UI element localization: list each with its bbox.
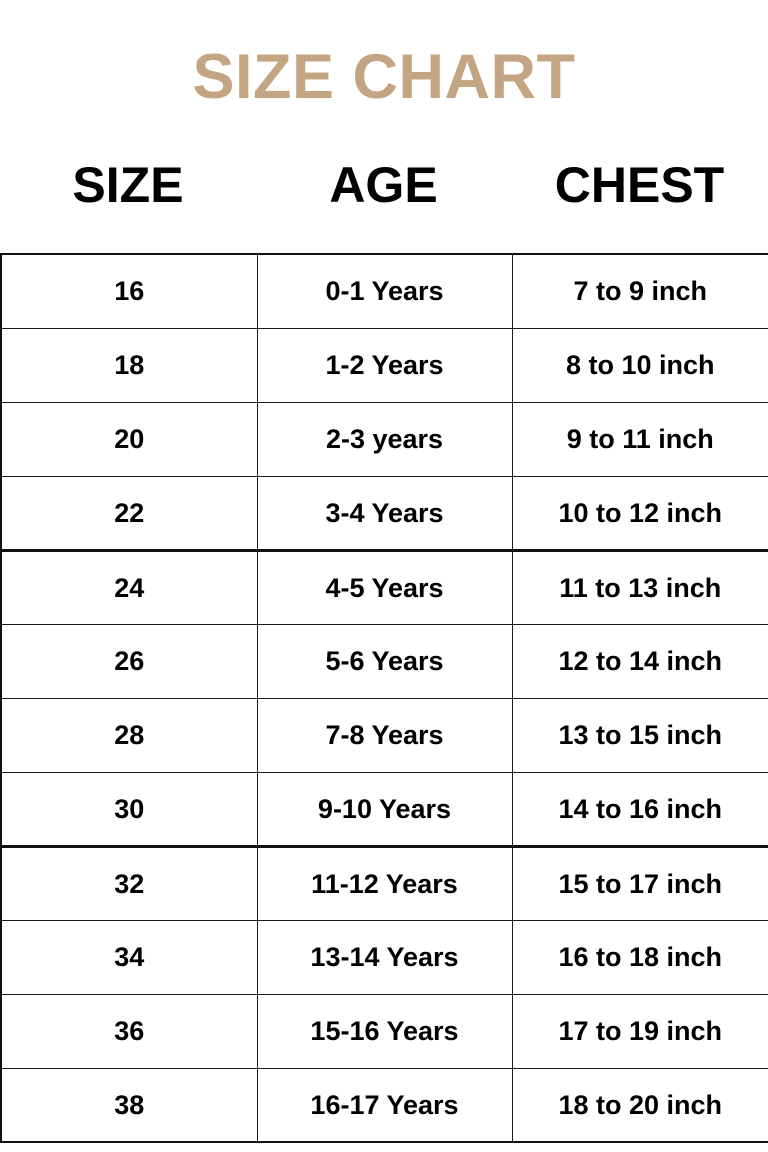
cell-age: 15-16 Years xyxy=(256,993,513,1069)
table-row: 24 4-5 Years 11 to 13 inch xyxy=(0,549,768,625)
cell-size: 22 xyxy=(0,475,258,552)
cell-size: 20 xyxy=(0,401,258,477)
cell-size: 16 xyxy=(0,253,258,329)
size-chart-table-body: 16 0-1 Years 7 to 9 inch 18 1-2 Years 8 to 10… xyxy=(0,253,768,1143)
cell-chest: 7 to 9 inch xyxy=(511,253,768,329)
table-row: 34 13-14 Years 16 to 18 inch xyxy=(0,919,768,995)
cell-size: 28 xyxy=(0,697,258,773)
cell-age: 3-4 Years xyxy=(256,475,513,552)
cell-size: 32 xyxy=(0,845,258,921)
table-row: 36 15-16 Years 17 to 19 inch xyxy=(0,993,768,1069)
cell-chest: 12 to 14 inch xyxy=(511,623,768,699)
cell-chest: 8 to 10 inch xyxy=(511,327,768,403)
cell-chest: 13 to 15 inch xyxy=(511,697,768,773)
table-row: 26 5-6 Years 12 to 14 inch xyxy=(0,623,768,699)
cell-size: 36 xyxy=(0,993,258,1069)
cell-chest: 16 to 18 inch xyxy=(511,919,768,995)
cell-age: 9-10 Years xyxy=(256,771,513,848)
cell-chest: 17 to 19 inch xyxy=(511,993,768,1069)
cell-chest: 10 to 12 inch xyxy=(511,475,768,552)
cell-age: 16-17 Years xyxy=(256,1067,513,1143)
cell-age: 13-14 Years xyxy=(256,919,513,995)
page-title: SIZE CHART xyxy=(192,42,576,112)
cell-chest: 15 to 17 inch xyxy=(511,845,768,921)
table-row: 28 7-8 Years 13 to 15 inch xyxy=(0,697,768,773)
cell-size: 38 xyxy=(0,1067,258,1143)
cell-chest: 18 to 20 inch xyxy=(511,1067,768,1143)
table-row: 30 9-10 Years 14 to 16 inch xyxy=(0,771,768,848)
cell-age: 1-2 Years xyxy=(256,327,513,403)
table-row: 18 1-2 Years 8 to 10 inch xyxy=(0,327,768,403)
cell-chest: 14 to 16 inch xyxy=(511,771,768,848)
cell-age: 5-6 Years xyxy=(256,623,513,699)
cell-age: 7-8 Years xyxy=(256,697,513,773)
cell-age: 0-1 Years xyxy=(256,253,513,329)
cell-age: 2-3 years xyxy=(256,401,513,477)
column-header-age: AGE xyxy=(329,157,438,213)
cell-size: 34 xyxy=(0,919,258,995)
column-header-size: SIZE xyxy=(72,157,184,213)
cell-age: 4-5 Years xyxy=(256,549,513,625)
cell-age: 11-12 Years xyxy=(256,845,513,921)
cell-chest: 11 to 13 inch xyxy=(511,549,768,625)
cell-size: 24 xyxy=(0,549,258,625)
cell-chest: 9 to 11 inch xyxy=(511,401,768,477)
table-row: 22 3-4 Years 10 to 12 inch xyxy=(0,475,768,552)
cell-size: 30 xyxy=(0,771,258,848)
table-row: 38 16-17 Years 18 to 20 inch xyxy=(0,1067,768,1143)
cell-size: 18 xyxy=(0,327,258,403)
column-headers: SIZE AGE CHEST xyxy=(0,154,768,216)
cell-size: 26 xyxy=(0,623,258,699)
column-header-chest: CHEST xyxy=(554,157,725,213)
table-row: 16 0-1 Years 7 to 9 inch xyxy=(0,253,768,329)
table-row: 32 11-12 Years 15 to 17 inch xyxy=(0,845,768,921)
table-row: 20 2-3 years 9 to 11 inch xyxy=(0,401,768,477)
size-chart-table: 16 0-1 Years 7 to 9 inch 18 1-2 Years 8 to 10… xyxy=(0,253,768,1143)
